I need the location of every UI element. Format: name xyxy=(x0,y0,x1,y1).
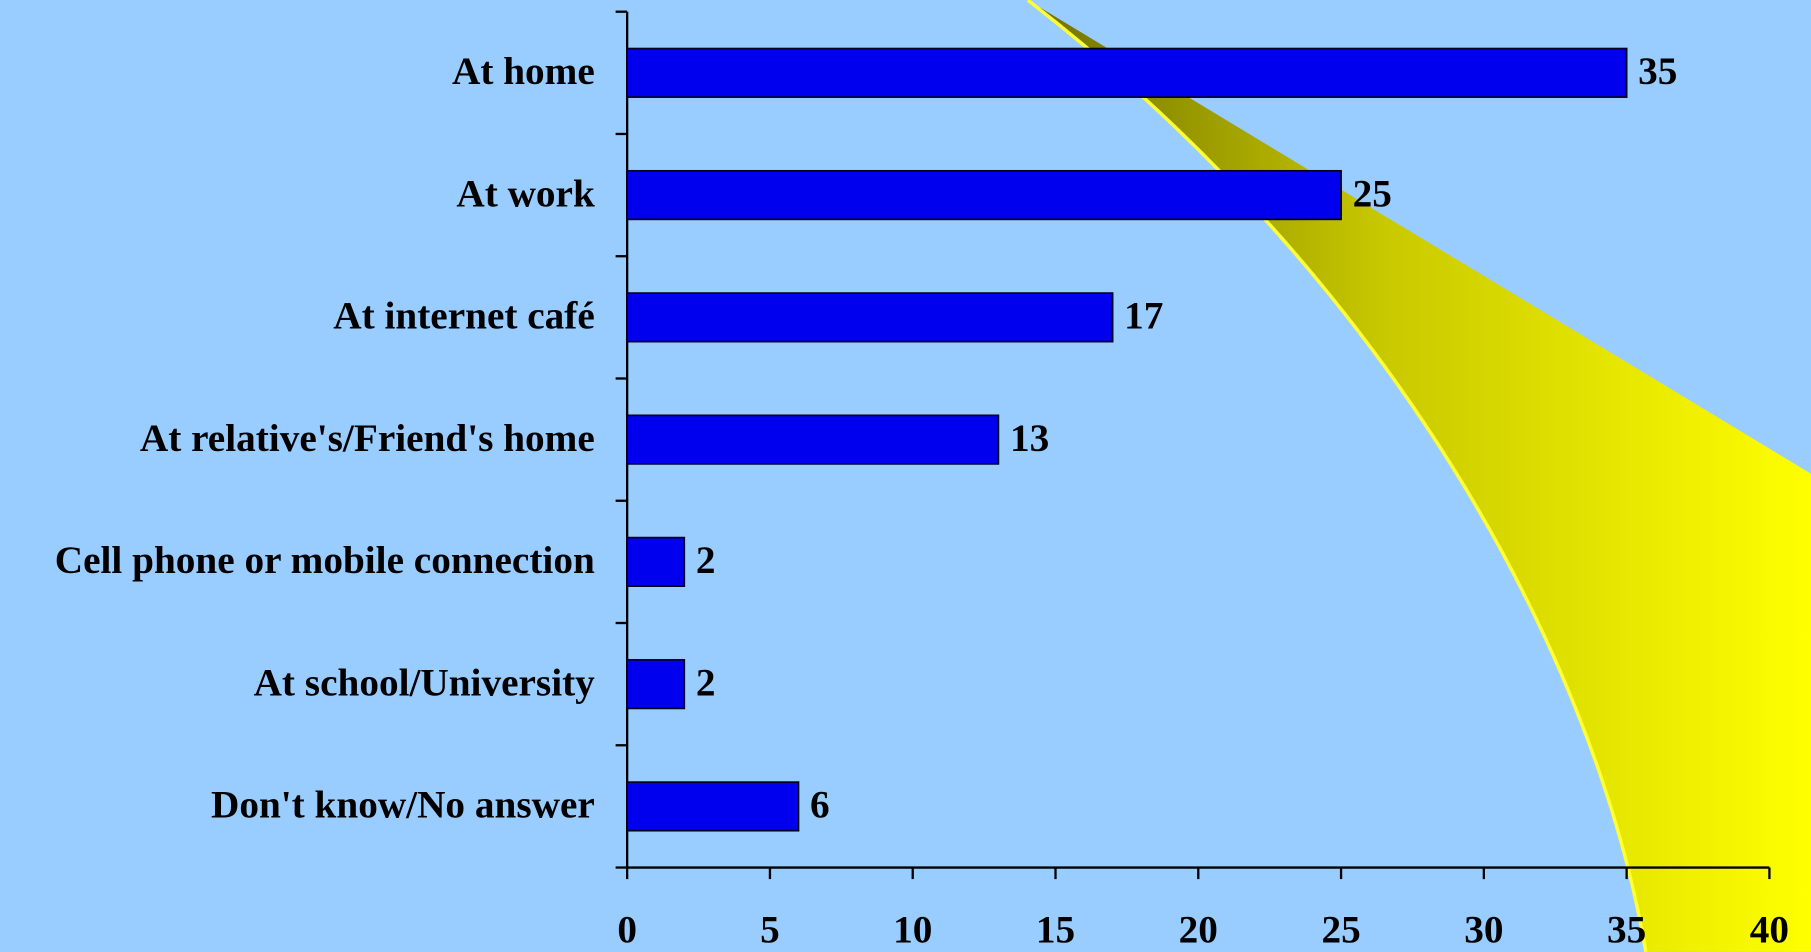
x-tick-label: 40 xyxy=(1750,908,1789,951)
y-tick-label: Don't know/No answer xyxy=(211,784,595,827)
value-label: 13 xyxy=(1010,417,1049,460)
x-tick-label: 0 xyxy=(617,908,637,951)
y-tick-label: At school/University xyxy=(254,661,596,704)
value-label: 6 xyxy=(810,784,830,827)
x-tick-label: 15 xyxy=(1036,908,1075,951)
decorative-swoosh xyxy=(1027,0,1811,952)
value-label: 35 xyxy=(1638,50,1677,93)
x-tick-label: 10 xyxy=(893,908,932,951)
value-label: 2 xyxy=(696,661,716,704)
x-tick-label: 30 xyxy=(1464,908,1503,951)
bar xyxy=(626,169,1342,221)
value-label: 25 xyxy=(1353,172,1392,215)
y-tick-label: At work xyxy=(456,172,595,215)
bar xyxy=(626,536,686,588)
swoosh-edge xyxy=(1026,0,1648,952)
bar xyxy=(626,292,1114,343)
y-tick-label: Cell phone or mobile connection xyxy=(55,539,595,582)
plot-area: 0 5 10 15 20 25 30 35 40 At home 35 At work 25 At int… xyxy=(55,10,1789,951)
bar xyxy=(626,659,686,710)
value-label: 17 xyxy=(1124,295,1163,338)
value-label: 2 xyxy=(696,539,716,582)
y-tick-label: At internet café xyxy=(333,295,595,338)
bar xyxy=(626,47,1628,98)
x-tick-label: 25 xyxy=(1321,908,1360,951)
y-tick-label: At home xyxy=(452,50,595,93)
bar xyxy=(626,414,1000,465)
y-tick-label: At relative's/Friend's home xyxy=(140,417,595,460)
bar xyxy=(626,781,800,832)
x-tick-label: 35 xyxy=(1607,908,1646,951)
x-tick-label: 5 xyxy=(760,908,780,951)
x-tick-label: 20 xyxy=(1179,908,1218,951)
